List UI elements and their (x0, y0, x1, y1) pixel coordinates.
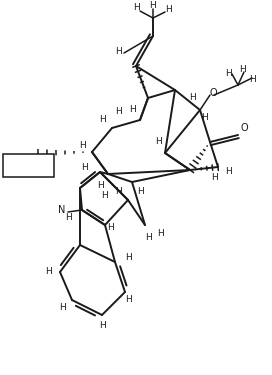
Text: H: H (130, 105, 136, 114)
Text: H: H (99, 321, 105, 330)
Text: H: H (134, 3, 140, 12)
FancyBboxPatch shape (2, 153, 54, 177)
Text: H: H (102, 190, 108, 200)
Text: H: H (45, 267, 51, 276)
Text: H: H (202, 114, 208, 123)
Text: O: O (209, 88, 217, 98)
Text: H: H (79, 141, 85, 150)
Text: H: H (65, 213, 71, 222)
Text: H: H (82, 164, 88, 172)
Text: H: H (212, 174, 218, 183)
Text: H: H (59, 303, 65, 312)
Text: H: H (115, 188, 121, 196)
Text: N: N (58, 205, 66, 215)
Text: H: H (137, 188, 143, 196)
Text: H: H (115, 108, 121, 117)
Text: H: H (190, 93, 196, 102)
Text: HO: HO (20, 158, 36, 168)
Text: H: H (157, 228, 163, 237)
Text: H: H (225, 168, 231, 177)
Text: H: H (115, 48, 121, 57)
Text: H: H (145, 232, 152, 242)
Text: H: H (97, 180, 103, 189)
Text: H: H (99, 116, 105, 124)
Text: H: H (249, 75, 255, 84)
Text: O: O (240, 123, 248, 133)
Text: H: H (107, 224, 113, 232)
Text: H: H (125, 254, 131, 262)
Text: H: H (150, 2, 156, 10)
Text: H: H (165, 4, 171, 13)
Text: H: H (154, 138, 161, 147)
Text: H: H (239, 66, 245, 75)
Text: H: H (125, 296, 131, 304)
Text: H: H (225, 69, 231, 78)
